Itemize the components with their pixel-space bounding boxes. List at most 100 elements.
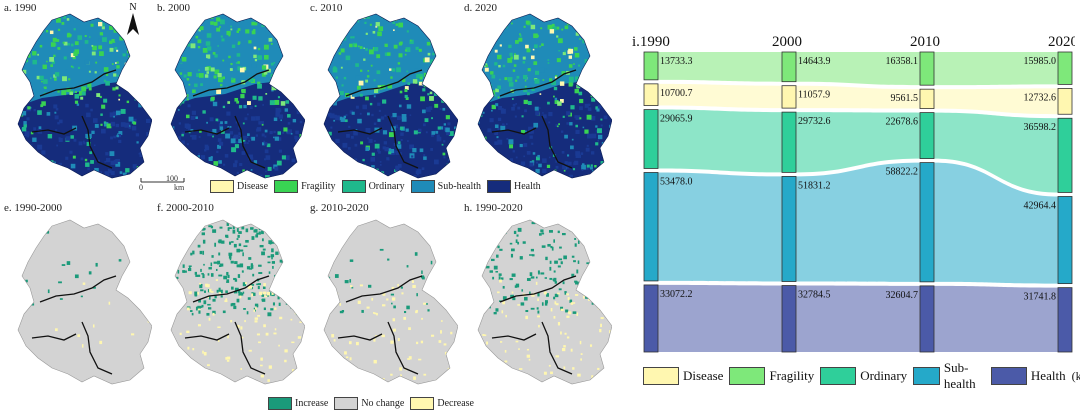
change-map-4 bbox=[477, 219, 612, 385]
node-fragility-2020 bbox=[1057, 51, 1073, 85]
sankey-legend-item-1: Fragility bbox=[729, 367, 814, 385]
value-label-fragility-2010: 16358.1 bbox=[886, 56, 919, 67]
sankey-legend-item-2: Ordinary bbox=[820, 367, 907, 385]
flow-ordinary-1 bbox=[796, 112, 920, 173]
flow-health-0 bbox=[658, 284, 782, 352]
sankey-legend-swatch-2 bbox=[820, 367, 857, 385]
node-ordinary-2020 bbox=[1057, 117, 1073, 193]
sankey-legend-swatch-3 bbox=[913, 367, 940, 385]
class-legend-label-3: Sub-health bbox=[437, 181, 481, 192]
node-health-2000 bbox=[781, 285, 797, 353]
status-map-3 bbox=[323, 13, 458, 179]
flow-disease-0 bbox=[658, 83, 782, 109]
node-health-2020 bbox=[1057, 287, 1073, 353]
change-legend-swatch-1 bbox=[334, 397, 359, 410]
change-legend-item-1: No change bbox=[334, 397, 404, 410]
flow-sub-health-1 bbox=[796, 162, 920, 282]
node-health-1990 bbox=[643, 284, 659, 353]
sankey-legend-swatch-1 bbox=[729, 367, 766, 385]
year-label-2000: 2000 bbox=[772, 34, 802, 50]
node-fragility-1990 bbox=[643, 51, 659, 81]
sankey-legend-label-0: Disease bbox=[683, 368, 724, 383]
sankey-legend-swatch-0 bbox=[643, 367, 679, 385]
class-legend-item-2: Ordinary bbox=[341, 180, 405, 193]
flow-disease-2 bbox=[934, 88, 1058, 115]
value-label-health-1990: 33072.2 bbox=[660, 289, 693, 300]
change-legend: Increase No change Decrease bbox=[268, 397, 480, 410]
flow-fragility-2 bbox=[934, 52, 1058, 86]
year-label-1990: i.1990 bbox=[632, 34, 670, 50]
flow-health-1 bbox=[796, 285, 920, 352]
change-legend-item-0: Increase bbox=[268, 397, 328, 410]
value-label-fragility-1990: 13733.3 bbox=[660, 56, 693, 67]
map-title-c: c. 2010 bbox=[310, 2, 343, 14]
flow-health-2 bbox=[934, 285, 1058, 352]
value-label-fragility-2000: 14643.9 bbox=[798, 56, 831, 67]
sankey-legend-swatch-4 bbox=[990, 367, 1027, 385]
value-label-ordinary-2010: 22678.6 bbox=[886, 117, 919, 128]
class-legend-item-0: Disease bbox=[210, 180, 268, 193]
status-map-4 bbox=[477, 13, 612, 179]
node-ordinary-2010 bbox=[919, 112, 935, 159]
change-legend-label-0: Increase bbox=[295, 398, 329, 409]
class-legend: Disease Fragility Ordinary Sub-health Health bbox=[210, 180, 547, 193]
north-label: N bbox=[129, 2, 137, 13]
class-legend-item-4: Health bbox=[487, 180, 541, 193]
class-legend-swatch-3 bbox=[410, 180, 435, 193]
value-label-ordinary-2020: 36598.2 bbox=[1024, 122, 1057, 133]
sankey-legend-label-2: Ordinary bbox=[860, 368, 908, 383]
node-disease-1990 bbox=[643, 83, 659, 106]
node-ordinary-1990 bbox=[643, 109, 659, 169]
sankey-legend-item-4: Health bbox=[990, 367, 1066, 385]
value-label-ordinary-1990: 29065.9 bbox=[660, 114, 693, 125]
change-legend-item-2: Decrease bbox=[410, 397, 474, 410]
sankey-legend-item-3: Sub-health bbox=[913, 360, 985, 392]
node-sub-health-2010 bbox=[919, 162, 935, 283]
node-fragility-2000 bbox=[781, 51, 797, 83]
node-disease-2020 bbox=[1057, 88, 1073, 115]
sankey-unit: (km²) bbox=[1071, 368, 1080, 383]
year-label-2020: 2020 bbox=[1048, 34, 1075, 50]
value-label-disease-2000: 11057.9 bbox=[798, 90, 830, 101]
north-arrow: N bbox=[126, 2, 140, 38]
scale-hundred: 100 bbox=[166, 174, 178, 183]
node-ordinary-2000 bbox=[781, 111, 797, 173]
sankey-chart: 13733.3 10700.7 29065.9 53478.0 33072.2 i.199… bbox=[632, 34, 1075, 353]
value-label-sub-health-2020: 42964.4 bbox=[1024, 200, 1057, 211]
flow-ordinary-2 bbox=[934, 112, 1058, 193]
flow-fragility-1 bbox=[796, 52, 920, 86]
node-disease-2010 bbox=[919, 88, 935, 109]
map-title-d: d. 2020 bbox=[464, 2, 497, 14]
value-label-sub-health-2010: 58822.2 bbox=[886, 167, 919, 178]
scale-zero: 0 bbox=[139, 183, 143, 192]
change-legend-swatch-2 bbox=[410, 397, 435, 410]
class-legend-label-4: Health bbox=[514, 181, 541, 192]
status-map-2 bbox=[170, 13, 305, 179]
map-title-f: f. 2000-2010 bbox=[157, 202, 214, 214]
class-legend-item-3: Sub-health bbox=[410, 180, 481, 193]
year-label-2010: 2010 bbox=[910, 34, 940, 50]
class-legend-swatch-2 bbox=[341, 180, 366, 193]
class-legend-swatch-4 bbox=[487, 180, 511, 193]
map-title-e: e. 1990-2000 bbox=[4, 202, 63, 214]
value-label-sub-health-2000: 51831.2 bbox=[798, 180, 831, 191]
change-legend-swatch-0 bbox=[268, 397, 292, 410]
node-sub-health-2000 bbox=[781, 176, 797, 282]
value-label-health-2020: 31741.8 bbox=[1024, 292, 1057, 303]
node-fragility-2010 bbox=[919, 51, 935, 86]
flow-fragility-0 bbox=[658, 52, 782, 82]
node-sub-health-1990 bbox=[643, 172, 659, 282]
change-legend-label-2: Decrease bbox=[437, 398, 474, 409]
value-label-disease-1990: 10700.7 bbox=[660, 88, 693, 99]
map-title-g: g. 2010-2020 bbox=[310, 202, 369, 214]
flow-ordinary-0 bbox=[658, 109, 782, 173]
status-map-1 bbox=[17, 13, 152, 179]
map-title-b: b. 2000 bbox=[157, 2, 190, 14]
change-map-3 bbox=[323, 219, 458, 385]
value-label-health-2010: 32604.7 bbox=[886, 290, 919, 301]
value-label-health-2000: 32784.5 bbox=[798, 290, 831, 301]
change-legend-label-1: No change bbox=[361, 398, 405, 409]
flow-sub-health-2 bbox=[934, 162, 1058, 284]
flow-sub-health-0 bbox=[658, 172, 782, 282]
class-legend-swatch-0 bbox=[210, 180, 234, 193]
